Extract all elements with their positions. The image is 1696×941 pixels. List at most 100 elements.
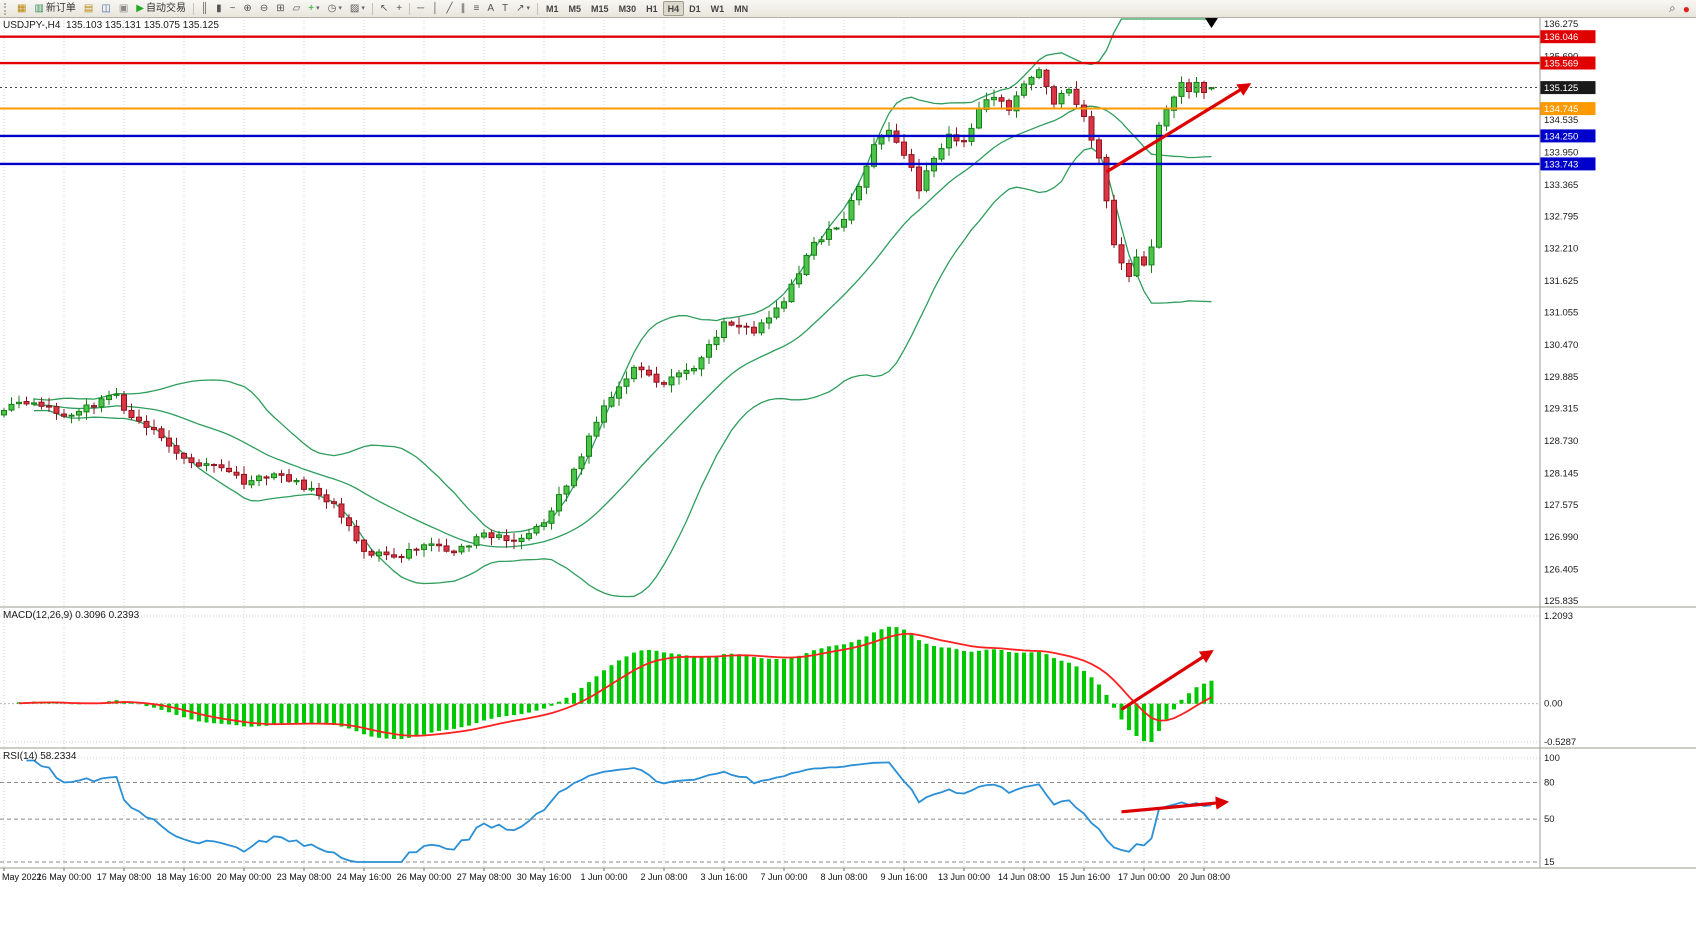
timeframe-m30-button[interactable]: M30 bbox=[614, 1, 642, 16]
candle-body bbox=[203, 463, 210, 466]
candle-body bbox=[241, 473, 247, 485]
candle-body bbox=[916, 166, 922, 192]
search-icon[interactable]: ⌕ bbox=[1669, 1, 1676, 15]
new-chart-button[interactable]: ▦ bbox=[13, 1, 30, 16]
horizontal-line-icon: ─ bbox=[417, 3, 425, 14]
tile-windows-button[interactable]: ⊞ bbox=[272, 1, 288, 16]
timeframe-m1-button[interactable]: M1 bbox=[541, 1, 564, 16]
candlestick-chart-button[interactable]: ▮ bbox=[212, 1, 226, 16]
time-label: 3 Jun 16:00 bbox=[700, 872, 747, 882]
crosshair-button[interactable]: + bbox=[392, 1, 406, 16]
candle-body bbox=[53, 406, 60, 414]
candle-body bbox=[991, 96, 997, 101]
fibonacci-button[interactable]: ≡ bbox=[469, 1, 483, 16]
time-axis[interactable] bbox=[0, 868, 1696, 898]
zoom-out-button[interactable]: ⊖ bbox=[256, 1, 272, 16]
rsi-scale-label: 50 bbox=[1544, 814, 1555, 825]
new-order-label: 新订单 bbox=[45, 3, 76, 14]
timeframe-w1-button[interactable]: W1 bbox=[706, 1, 730, 16]
arrange-windows-button[interactable]: ▱ bbox=[289, 1, 305, 16]
candle-body bbox=[256, 475, 262, 482]
candle-body bbox=[323, 494, 330, 503]
candle-body bbox=[338, 503, 345, 518]
zoom-in-button[interactable]: ⊕ bbox=[239, 1, 255, 16]
toolbar-grip[interactable] bbox=[4, 2, 9, 15]
main-chart-pane[interactable] bbox=[0, 17, 1540, 607]
candle-body bbox=[608, 397, 615, 407]
vertical-line-button[interactable]: │ bbox=[428, 1, 442, 16]
candle-body bbox=[1013, 95, 1020, 112]
candle-body bbox=[158, 428, 165, 439]
candle-body bbox=[638, 366, 645, 371]
candle-body bbox=[8, 403, 15, 411]
timeframe-d1-button[interactable]: D1 bbox=[684, 1, 706, 16]
candle-body bbox=[106, 395, 112, 401]
candle-body bbox=[1096, 139, 1102, 159]
candle-body bbox=[938, 148, 945, 160]
price-tick-label: 129.885 bbox=[1544, 372, 1578, 383]
new-order-button[interactable]: ▥ 新订单 bbox=[30, 1, 79, 16]
candle-body bbox=[803, 254, 810, 275]
timeframe-m15-button[interactable]: M15 bbox=[586, 1, 614, 16]
candle-body bbox=[1141, 256, 1147, 266]
text-label-button[interactable]: T bbox=[498, 1, 512, 16]
toolbar-right-icons: ⌕ ● bbox=[1669, 0, 1690, 17]
cursor-icon: ↖ bbox=[379, 3, 389, 14]
candle-body bbox=[308, 487, 315, 491]
candle-body bbox=[1156, 124, 1162, 248]
arrows-tool-button[interactable]: ↗ ▾ bbox=[512, 1, 534, 16]
candle-body bbox=[976, 108, 982, 129]
time-label: 17 May 08:00 bbox=[97, 872, 152, 882]
candle-body bbox=[721, 321, 727, 338]
candle-body bbox=[1171, 96, 1177, 111]
candle-body bbox=[233, 471, 240, 476]
line-chart-button[interactable]: ~ bbox=[226, 1, 240, 16]
periods-button[interactable]: ◷ ▾ bbox=[324, 1, 346, 16]
bar-chart-button[interactable]: ║ bbox=[197, 1, 212, 16]
community-icon[interactable]: ● bbox=[1682, 1, 1690, 16]
periods-icon: ◷ bbox=[327, 3, 337, 14]
market-watch-button[interactable]: ▤ bbox=[80, 1, 97, 16]
down-arrow-marker[interactable] bbox=[1204, 17, 1219, 29]
time-label: 8 Jun 08:00 bbox=[820, 872, 867, 882]
trend-arrow[interactable] bbox=[1121, 796, 1230, 814]
candle-body bbox=[421, 544, 427, 550]
arrows-tool-caret-icon: ▾ bbox=[526, 5, 531, 12]
candle-body bbox=[736, 324, 742, 328]
candle-body bbox=[31, 402, 37, 405]
autotrading-button[interactable]: ▶ 自动交易 bbox=[132, 1, 190, 16]
terminal-icon: ▣ bbox=[118, 3, 129, 14]
templates-button[interactable]: ▨ ▾ bbox=[346, 1, 369, 16]
terminal-button[interactable]: ▣ bbox=[115, 1, 132, 16]
horizontal-line-button[interactable]: ─ bbox=[413, 1, 428, 16]
text-button[interactable]: A bbox=[483, 1, 498, 16]
rsi-line bbox=[26, 759, 1212, 863]
macd-scale-label: 0.00 bbox=[1544, 699, 1563, 710]
sep-4 bbox=[537, 2, 539, 15]
cursor-button[interactable]: ↖ bbox=[376, 1, 392, 16]
candle-body bbox=[1118, 244, 1125, 264]
candle-body bbox=[1126, 263, 1132, 277]
candle-body bbox=[713, 336, 720, 346]
timeframe-m5-button[interactable]: M5 bbox=[564, 1, 587, 16]
time-label: 27 May 08:00 bbox=[457, 872, 512, 882]
rsi-pane[interactable] bbox=[0, 748, 1540, 868]
text-label-icon: T bbox=[502, 3, 509, 14]
trend-arrow[interactable] bbox=[1105, 83, 1252, 174]
navigator-button[interactable]: ◫ bbox=[97, 1, 114, 16]
price-tag bbox=[1540, 157, 1596, 171]
timeframe-mn-button[interactable]: MN bbox=[729, 1, 753, 16]
trendline-button[interactable]: ╱ bbox=[442, 1, 456, 16]
sep-1 bbox=[192, 2, 194, 15]
timeframe-h4-button[interactable]: H4 bbox=[662, 1, 685, 16]
candle-body bbox=[91, 405, 97, 408]
timeframe-h1-button[interactable]: H1 bbox=[641, 1, 663, 16]
candle-body bbox=[848, 200, 855, 221]
candle-body bbox=[76, 410, 82, 416]
timeframe-toolbar: M1 M5 M15 M30 H1 H4 D1 W1 MN bbox=[541, 0, 753, 17]
equidistant-channel-button[interactable]: ∥ bbox=[456, 1, 469, 16]
candle-body bbox=[1081, 104, 1087, 117]
trend-arrow[interactable] bbox=[1120, 650, 1214, 711]
price-tag bbox=[1540, 30, 1596, 44]
indicators-button[interactable]: + ▾ bbox=[304, 1, 323, 16]
